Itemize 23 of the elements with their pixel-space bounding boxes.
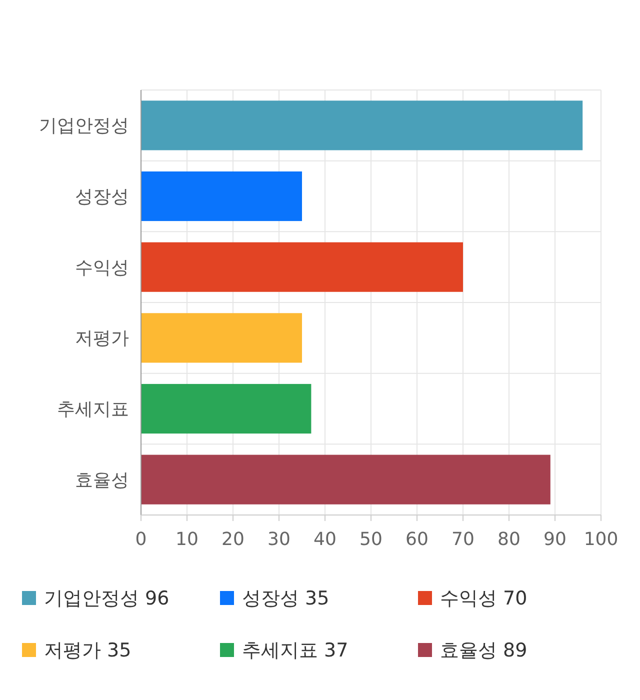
x-tick-label: 40 [314, 529, 336, 550]
x-tick-label: 50 [360, 529, 382, 550]
y-tick-label: 효율성 [75, 470, 129, 491]
legend-label: 추세지표 37 [242, 640, 348, 662]
x-tick-label: 20 [222, 529, 244, 550]
y-tick-label: 기업안정성 [39, 116, 129, 137]
legend-label: 성장성 35 [242, 588, 330, 610]
x-tick-label: 80 [498, 529, 520, 550]
x-tick-label: 70 [452, 529, 474, 550]
legend-label: 기업안정성 96 [44, 588, 170, 610]
legend-label: 효율성 89 [440, 640, 528, 662]
x-tick-label: 10 [176, 529, 198, 550]
y-tick-label: 수익성 [75, 257, 129, 278]
y-tick-label: 성장성 [75, 186, 129, 208]
x-tick-label: 0 [135, 529, 147, 550]
legend-label: 저평가 35 [44, 640, 132, 662]
legend-label: 수익성 70 [440, 588, 528, 610]
x-tick-label: 100 [584, 529, 618, 550]
x-tick-label: 30 [268, 529, 290, 550]
y-tick-label: 저평가 [75, 328, 129, 350]
x-tick-label: 60 [406, 529, 428, 550]
y-tick-label: 추세지표 [57, 399, 129, 420]
x-tick-label: 90 [544, 529, 566, 550]
